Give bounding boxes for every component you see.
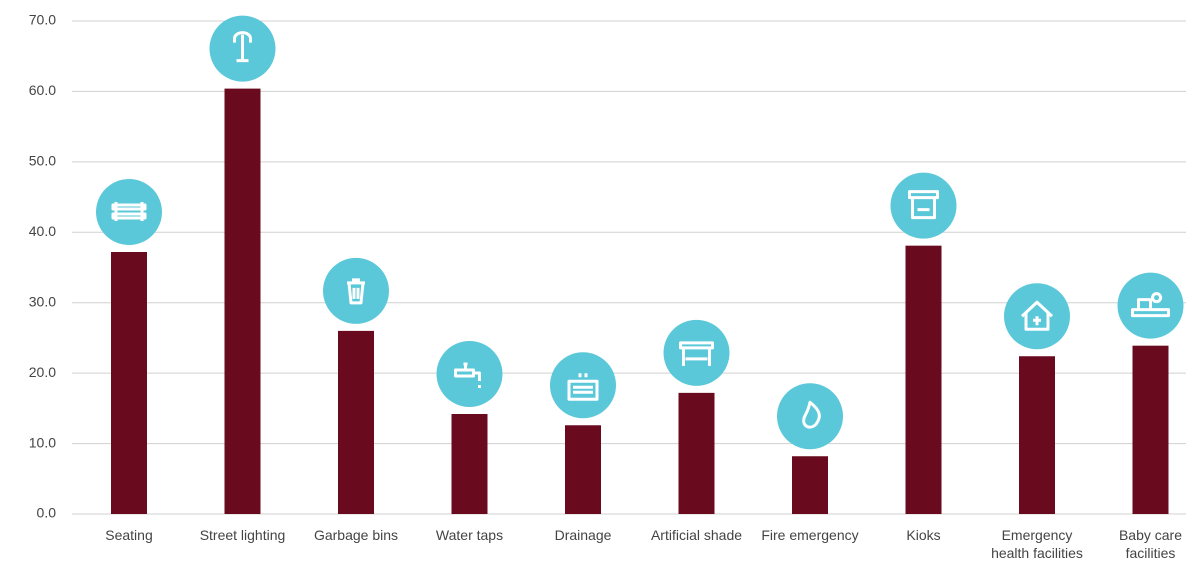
icon: [209, 15, 276, 82]
icon: [550, 352, 616, 419]
icon: [323, 257, 389, 324]
y-tick-label: 50.0: [29, 153, 56, 169]
bar: [905, 245, 942, 514]
y-tick-label: 20.0: [29, 364, 56, 380]
y-tick-label: 30.0: [29, 293, 56, 309]
icon-circle: [436, 340, 503, 407]
icon-glyph: [1020, 300, 1054, 331]
icon: [890, 172, 957, 239]
bar: [1019, 356, 1055, 514]
icon-glyph: [454, 362, 481, 388]
icon-glyph: [111, 202, 147, 222]
icon: [1117, 272, 1184, 339]
bar: [111, 252, 147, 514]
x-tick-label: Artificial shade: [650, 527, 743, 543]
icon-circle: [663, 319, 730, 386]
x-tick-label: Drainage: [554, 527, 612, 543]
icon-circle: [96, 179, 162, 246]
bar: [1132, 345, 1169, 514]
icon: [96, 179, 162, 246]
y-tick-label: 40.0: [29, 223, 56, 239]
icon-glyph: [679, 341, 714, 366]
bar: [224, 88, 261, 515]
icon-glyph: [233, 31, 252, 63]
icon: [777, 383, 843, 450]
x-tick-label: Baby care facilities: [1118, 527, 1183, 561]
icon-glyph: [908, 190, 939, 220]
icon-glyph: [1131, 292, 1170, 318]
icon-glyph: [567, 373, 599, 401]
icon-glyph: [802, 400, 821, 429]
icon-circle: [777, 383, 843, 450]
bar: [565, 425, 601, 514]
icon: [663, 319, 730, 386]
y-tick-label: 0.0: [37, 505, 57, 521]
x-tick-label: Seating: [105, 527, 153, 543]
icon-glyph: [347, 278, 365, 305]
x-tick-label: Street lighting: [199, 527, 286, 543]
bar: [338, 330, 374, 514]
icon-circle: [890, 172, 957, 239]
x-tick-label: Garbage bins: [313, 527, 399, 543]
icon-circle: [323, 257, 389, 324]
icon: [436, 340, 503, 407]
bar: [678, 392, 715, 514]
x-tick-label: Kioks: [906, 527, 941, 543]
bar: [792, 456, 828, 514]
y-tick-label: 60.0: [29, 82, 56, 98]
x-tick-label: Water taps: [435, 527, 504, 543]
icon-circle: [550, 352, 616, 419]
bar: [451, 413, 488, 514]
x-tick-label: Fire emergency: [761, 527, 859, 543]
y-tick-label: 10.0: [29, 434, 56, 450]
icon: [1004, 283, 1070, 350]
y-tick-label: 70.0: [29, 12, 56, 28]
x-tick-label: Emergency health facilities: [991, 527, 1083, 561]
